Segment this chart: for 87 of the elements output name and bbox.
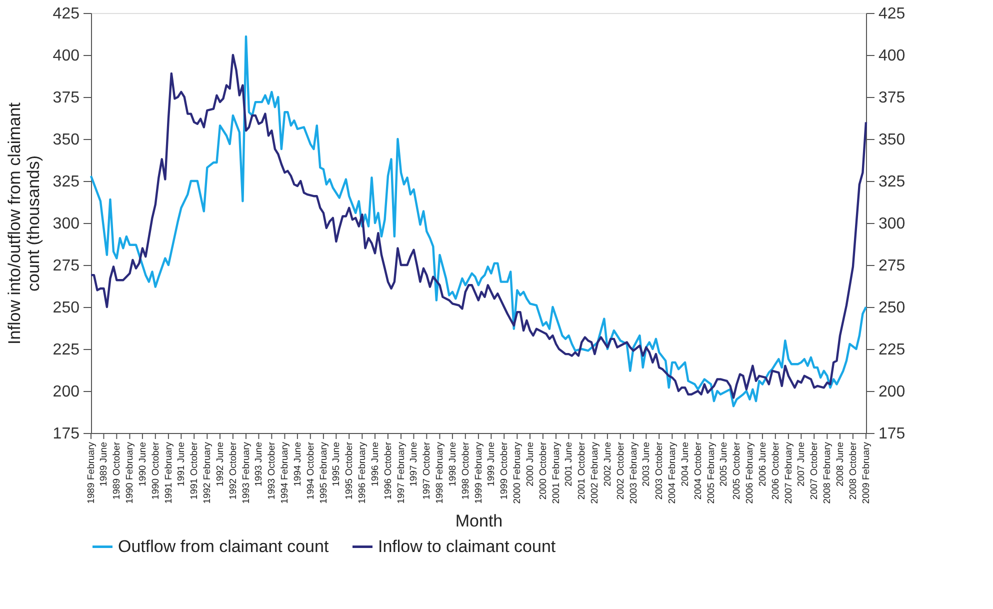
y-tick-label: 275 — [52, 258, 80, 274]
x-tick-label: 2002 October — [615, 442, 626, 500]
x-tick-label: 2003 June — [641, 442, 652, 486]
x-tick-label: 1993 June — [254, 442, 265, 486]
x-tick-label: 1994 February — [280, 442, 291, 504]
x-tick-label: 2000 June — [525, 442, 536, 486]
x-tick-label: 2004 February — [667, 442, 678, 504]
x-tick-label: 2007 June — [796, 442, 808, 486]
y2-tick-label: 275 — [878, 258, 906, 274]
x-tick-label: 1997 June — [408, 442, 420, 486]
x-tick-label: 2005 June — [718, 442, 730, 486]
x-tick-label: 2001 October — [576, 442, 588, 500]
y2-tick-label: 300 — [878, 216, 906, 232]
x-tick-label: 1992 June — [215, 442, 226, 486]
y-tick-label: 200 — [52, 384, 80, 400]
y2-tick-label: 250 — [878, 300, 906, 316]
x-tick-label: 1989 June — [98, 442, 110, 486]
x-tick-label: 2003 October — [654, 442, 666, 500]
x-tick-label: 2002 February — [590, 442, 601, 504]
x-tick-label: 2005 October — [732, 442, 743, 500]
y-tick-label: 425 — [52, 6, 80, 22]
x-tick-label: 2001 February — [551, 442, 562, 504]
x-tick-label: 1999 June — [486, 442, 498, 486]
x-tick-label: 2009 February — [861, 442, 872, 504]
y-tick-label: 375 — [52, 90, 80, 106]
x-tick-label: 2005 February — [706, 442, 717, 504]
y-axis-title: Inflow into/outflow from claimant count (thousands) — [4, 102, 43, 344]
x-tick-label: 1997 October — [422, 442, 433, 500]
x-tick-label: 1992 October — [228, 442, 239, 500]
x-tick-label: 2008 February — [822, 442, 834, 504]
x-tick-label: 1998 June — [447, 442, 458, 486]
y-tick-label: 350 — [52, 132, 80, 148]
x-tick-label: 1996 February — [357, 442, 368, 504]
x-tick-label: 2001 June — [564, 442, 575, 486]
x-tick-label: 2007 February — [783, 442, 794, 504]
y2-tick-label: 225 — [878, 342, 906, 358]
y2-tick-label: 200 — [878, 384, 906, 400]
x-tick-label: 1989 October — [112, 442, 123, 500]
x-tick-label: 2007 October — [809, 442, 820, 500]
x-tick-label: 1991 February — [163, 442, 174, 504]
x-tick-label: 1995 February — [318, 442, 330, 504]
x-tick-label: 2003 February — [628, 442, 640, 504]
x-tick-label: 1995 June — [331, 442, 342, 486]
x-tick-label: 1991 October — [189, 442, 200, 500]
y2-tick-label: 325 — [878, 174, 906, 190]
legend-label: Outflow from claimant count — [118, 536, 329, 556]
x-tick-label: 1989 February — [86, 442, 97, 504]
x-tick-label: 1995 October — [344, 442, 356, 500]
y2-tick-label: 400 — [878, 48, 906, 64]
y-tick-label: 300 — [52, 216, 80, 232]
x-tick-label: 2008 June — [835, 442, 846, 486]
x-tick-label: 1999 February — [473, 442, 484, 504]
x-tick-label: 1999 October — [499, 442, 510, 500]
x-tick-label: 1990 October — [150, 442, 162, 500]
x-tick-label: 2006 June — [757, 442, 768, 486]
x-tick-label: 1991 June — [176, 442, 188, 486]
x-tick-label: 1997 February — [396, 442, 407, 504]
x-tick-label: 2008 October — [848, 442, 859, 500]
x-axis-title: Month — [455, 512, 503, 530]
y-tick-label: 225 — [52, 342, 80, 358]
x-tick-label: 1996 June — [370, 442, 382, 486]
y-tick-label: 325 — [52, 174, 80, 190]
x-tick-label: 1994 October — [305, 442, 316, 500]
y2-tick-label: 425 — [878, 6, 906, 22]
x-tick-label: 1996 October — [382, 442, 394, 500]
x-tick-label: 1998 February — [434, 442, 446, 504]
y2-tick-label: 375 — [878, 90, 906, 106]
x-tick-label: 2004 June — [680, 442, 692, 486]
x-tick-label: 2004 October — [692, 442, 704, 500]
x-tick-label: 1992 February — [202, 442, 214, 504]
x-tick-label: 1998 October — [460, 442, 472, 500]
x-tick-label: 2000 October — [538, 442, 549, 500]
legend-label: Inflow to claimant count — [378, 536, 556, 556]
x-tick-label: 1993 October — [266, 442, 278, 500]
x-tick-label: 1990 February — [124, 442, 136, 504]
y2-tick-label: 175 — [878, 426, 906, 442]
x-tick-label: 1990 June — [137, 442, 148, 486]
y-tick-label: 175 — [52, 426, 80, 442]
y-tick-label: 250 — [52, 300, 80, 316]
x-tick-label: 2006 October — [770, 442, 782, 500]
x-tick-label: 2006 February — [744, 442, 756, 504]
x-tick-label: 1993 February — [241, 442, 252, 504]
y-tick-label: 400 — [52, 48, 80, 64]
x-tick-label: 1994 June — [292, 442, 304, 486]
x-tick-label: 2002 June — [602, 442, 614, 486]
x-tick-label: 2000 February — [512, 442, 524, 504]
y2-tick-label: 350 — [878, 132, 906, 148]
